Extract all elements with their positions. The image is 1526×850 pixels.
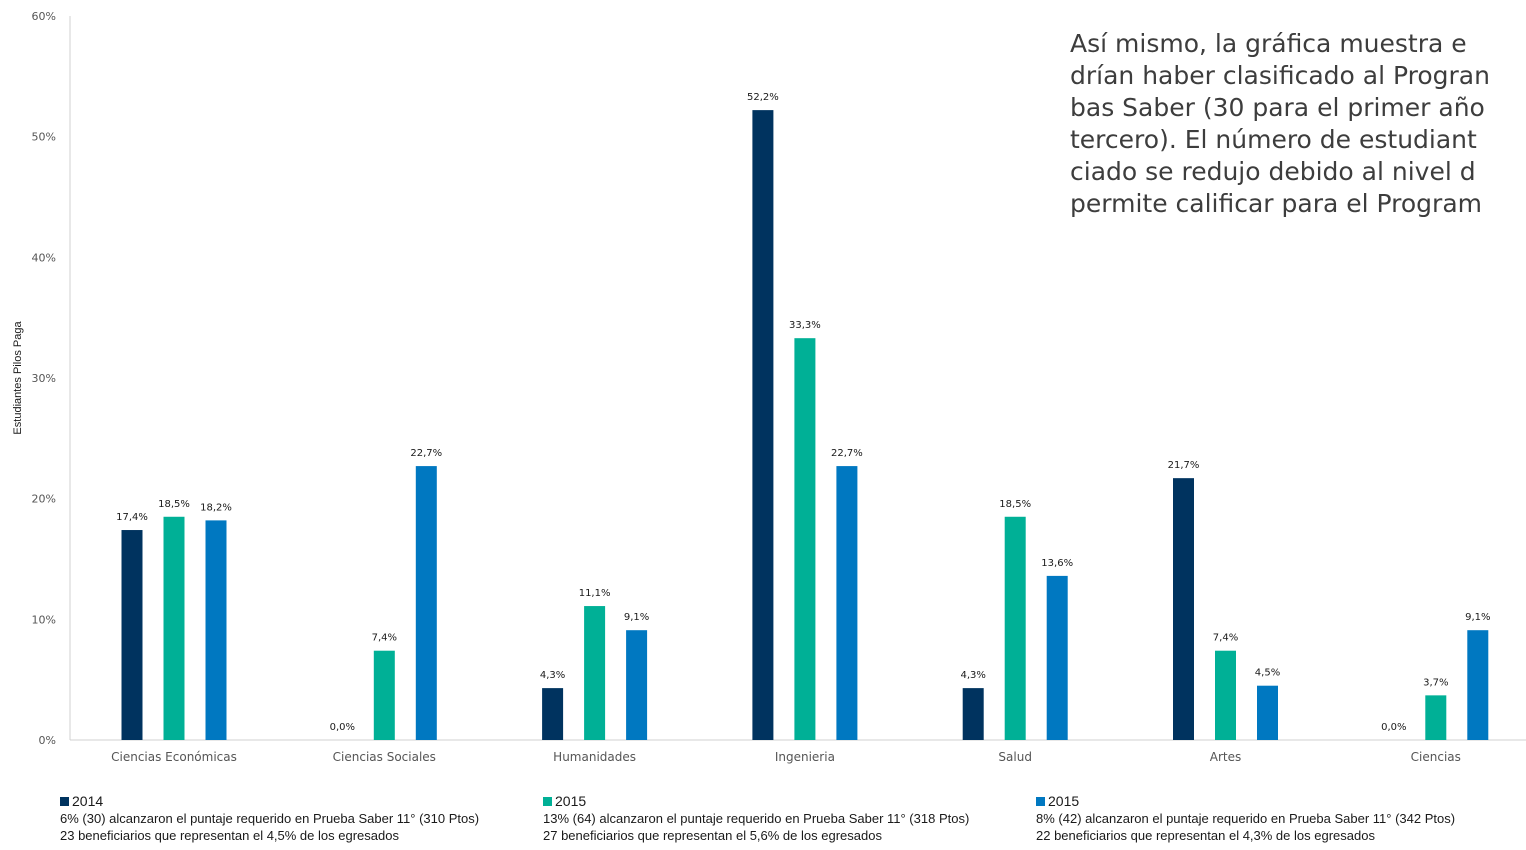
y-tick-label: 30% bbox=[32, 372, 56, 385]
bar bbox=[205, 520, 227, 740]
bar bbox=[1257, 685, 1278, 740]
bar bbox=[1467, 630, 1489, 740]
legend-swatch bbox=[60, 797, 69, 806]
bar bbox=[415, 466, 437, 740]
bar-value-label: 17,4% bbox=[116, 512, 148, 523]
legend-item-2014: 2014 6% (30) alcanzaron el puntaje reque… bbox=[60, 793, 479, 844]
bar-value-label: 13,6% bbox=[1041, 558, 1073, 569]
legend-swatch bbox=[1036, 797, 1045, 806]
bar bbox=[542, 688, 564, 740]
bar-value-label: 52,2% bbox=[747, 92, 779, 103]
bar-value-label: 0,0% bbox=[330, 722, 355, 733]
bar bbox=[626, 630, 648, 740]
overlay-line: ciado se redujo debido al nivel d bbox=[1070, 157, 1476, 186]
legend-line: 13% (64) alcanzaron el puntaje requerido… bbox=[543, 811, 970, 826]
bar bbox=[752, 110, 774, 741]
bar-value-label: 4,3% bbox=[540, 670, 565, 681]
bar bbox=[373, 650, 395, 740]
y-tick-label: 50% bbox=[32, 131, 56, 144]
legend-swatch bbox=[543, 797, 552, 806]
bar-value-label: 0,0% bbox=[1381, 722, 1406, 733]
legend-line: 23 beneficiarios que representan el 4,5%… bbox=[60, 828, 399, 843]
bar-value-label: 18,2% bbox=[200, 502, 232, 513]
legend-item-2015-a: 2015 13% (64) alcanzaron el puntaje requ… bbox=[543, 793, 969, 844]
x-ticks: Ciencias Económicas Ciencias Sociales Huma… bbox=[111, 750, 1461, 764]
bar bbox=[1004, 516, 1026, 740]
x-tick-label: Artes bbox=[1210, 750, 1241, 764]
bar-value-label: 18,5% bbox=[158, 499, 190, 510]
y-tick-label: 20% bbox=[32, 493, 56, 506]
overlay-line: Así mismo, la gráfica muestra e bbox=[1070, 29, 1467, 58]
x-tick-label: Ingenieria bbox=[775, 750, 835, 764]
bar-value-label: 11,1% bbox=[579, 588, 611, 599]
y-tick-label: 10% bbox=[32, 613, 56, 626]
bar-chart: Estudiantes Pilos Paga 0% 10% 20% 30% 40% 50%… bbox=[12, 10, 1526, 764]
bar-value-label: 33,3% bbox=[789, 320, 821, 331]
legend-line: 6% (30) alcanzaron el puntaje requerido … bbox=[60, 811, 480, 826]
overlay-line: permite calificar para el Program bbox=[1070, 189, 1482, 218]
bar-value-label: 21,7% bbox=[1168, 460, 1200, 471]
y-tick-label: 60% bbox=[32, 10, 56, 23]
legend-line: 8% (42) alcanzaron el puntaje requerido … bbox=[1036, 811, 1456, 826]
bar bbox=[836, 466, 858, 740]
bar bbox=[1215, 650, 1236, 740]
bar bbox=[1425, 695, 1447, 740]
y-ticks: 0% 10% 20% 30% 40% 50% 60% bbox=[32, 10, 56, 747]
bar-value-label: 9,1% bbox=[624, 612, 649, 623]
overlay-line: tercero). El número de estudiant bbox=[1070, 125, 1477, 154]
bar-value-label: 22,7% bbox=[831, 448, 863, 459]
legend-year: 2014 bbox=[72, 793, 104, 809]
bar-value-label: 9,1% bbox=[1465, 612, 1490, 623]
x-tick-label: Ciencias bbox=[1411, 750, 1461, 764]
bar bbox=[121, 530, 143, 740]
bar-value-label: 7,4% bbox=[372, 633, 397, 644]
y-tick-label: 0% bbox=[39, 734, 56, 747]
bars bbox=[121, 110, 1489, 741]
legend-line: 27 beneficiarios que representan el 5,6%… bbox=[543, 828, 882, 843]
x-tick-label: Humanidades bbox=[553, 750, 636, 764]
overlay-line: bas Saber (30 para el primer año bbox=[1070, 93, 1485, 122]
bar bbox=[1046, 575, 1068, 740]
bar bbox=[794, 338, 816, 740]
legend-item-2015-b: 2015 8% (42) alcanzaron el puntaje reque… bbox=[1036, 793, 1455, 844]
bar-value-label: 22,7% bbox=[410, 448, 442, 459]
x-tick-label: Ciencias Sociales bbox=[333, 750, 436, 764]
bar bbox=[1173, 478, 1194, 740]
legend-year: 2015 bbox=[555, 793, 587, 809]
bar-labels: 17,4% 18,5% 18,2% 0,0% 7,4% 22,7% 4,3% 11,1% 9,1… bbox=[116, 92, 1490, 733]
bar bbox=[584, 606, 606, 740]
legend-year: 2015 bbox=[1048, 793, 1080, 809]
bar bbox=[163, 516, 185, 740]
bar-value-label: 3,7% bbox=[1423, 677, 1448, 688]
bar-value-label: 7,4% bbox=[1213, 633, 1238, 644]
bar-value-label: 4,3% bbox=[960, 670, 985, 681]
bar bbox=[962, 688, 984, 740]
x-tick-label: Ciencias Económicas bbox=[111, 750, 237, 764]
bar-value-label: 4,5% bbox=[1255, 668, 1280, 679]
y-tick-label: 40% bbox=[32, 251, 56, 264]
y-axis-title: Estudiantes Pilos Paga bbox=[12, 321, 24, 435]
bar-value-label: 18,5% bbox=[999, 499, 1031, 510]
x-tick-label: Salud bbox=[998, 750, 1032, 764]
legend-line: 22 beneficiarios que representan el 4,3%… bbox=[1036, 828, 1375, 843]
overlay-paragraph: Así mismo, la gráfica muestra e drían ha… bbox=[1070, 28, 1526, 220]
overlay-line: drían haber clasificado al Progran bbox=[1070, 61, 1490, 90]
